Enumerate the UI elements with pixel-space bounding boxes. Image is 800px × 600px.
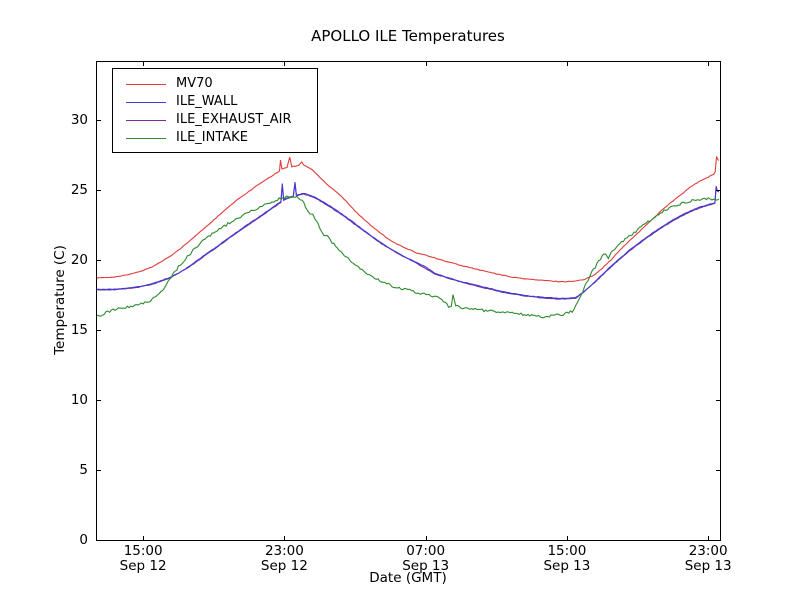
legend-label: ILE_EXHAUST_AIR bbox=[176, 112, 292, 127]
x-axis-label: Date (GMT) bbox=[369, 570, 447, 586]
legend-item-ile-intake: ILE_INTAKE bbox=[113, 129, 317, 147]
legend-label: MV70 bbox=[176, 76, 213, 91]
legend-line-icon bbox=[126, 137, 166, 139]
x-tick-label: 15:00 Sep 13 bbox=[543, 543, 591, 574]
x-tick-label: 23:00 Sep 12 bbox=[260, 543, 308, 574]
series-line-ile_wall bbox=[97, 183, 719, 300]
legend-label: ILE_INTAKE bbox=[176, 130, 248, 145]
legend-item-mv70: MV70 bbox=[113, 75, 317, 93]
x-tick-label: 23:00 Sep 13 bbox=[684, 543, 732, 574]
y-tick-label: 25 bbox=[70, 181, 88, 198]
y-tick-label: 20 bbox=[70, 251, 88, 268]
series-line-ile_intake bbox=[97, 195, 719, 319]
legend-item-ile-exhaust-air: ILE_EXHAUST_AIR bbox=[113, 111, 317, 129]
legend-line-icon bbox=[126, 119, 166, 121]
y-tick-label: 0 bbox=[79, 532, 88, 548]
y-tick-label: 30 bbox=[70, 111, 88, 128]
legend-line-icon bbox=[126, 83, 166, 85]
chart-title: APOLLO ILE Temperatures bbox=[311, 27, 505, 45]
y-tick-label: 15 bbox=[70, 321, 88, 338]
legend: MV70 ILE_WALL ILE_EXHAUST_AIR ILE_INTAKE bbox=[112, 68, 318, 153]
legend-label: ILE_WALL bbox=[176, 94, 238, 109]
x-tick-label: 07:00 Sep 13 bbox=[402, 543, 450, 574]
y-tick-label: 10 bbox=[70, 391, 88, 408]
y-tick-label: 5 bbox=[79, 461, 88, 478]
plot-frame bbox=[96, 61, 721, 541]
x-tick-label: 15:00 Sep 12 bbox=[119, 543, 167, 574]
legend-line-icon bbox=[126, 101, 166, 103]
series-line-mv70 bbox=[97, 156, 719, 283]
legend-item-ile-wall: ILE_WALL bbox=[113, 93, 317, 111]
